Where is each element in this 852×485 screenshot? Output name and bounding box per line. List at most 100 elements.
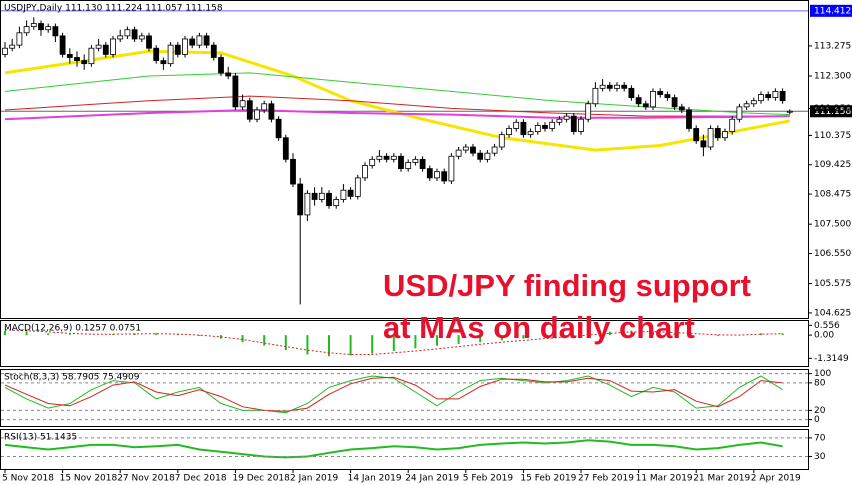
x-tick-label: 19 Dec 2018 xyxy=(232,474,290,484)
candle-body xyxy=(470,146,476,154)
candle-body xyxy=(138,35,145,40)
candle-body xyxy=(74,57,80,61)
y-tick-label: 105.575 xyxy=(814,279,851,289)
candle-body xyxy=(189,38,196,46)
candle-body xyxy=(182,38,188,55)
candle-body xyxy=(498,134,505,148)
x-tick-label: 14 Jan 2019 xyxy=(348,474,402,484)
candle-body xyxy=(549,121,556,129)
candle-body xyxy=(124,29,131,37)
candle-body xyxy=(484,152,491,160)
y-tick-label: 70 xyxy=(814,433,826,443)
candle-body xyxy=(729,118,736,132)
candle-body xyxy=(196,35,203,46)
candle-body xyxy=(570,115,577,132)
x-tick-label: 27 Nov 2018 xyxy=(117,474,175,484)
candle-body xyxy=(419,158,426,170)
annotation: at MAs on daily chart xyxy=(383,310,695,345)
candle-body xyxy=(167,44,174,65)
candle-body xyxy=(405,162,412,170)
candle-body xyxy=(621,84,628,89)
candle-body xyxy=(369,158,376,166)
candle-body xyxy=(347,189,354,197)
candle-body xyxy=(2,47,8,55)
candle-body xyxy=(527,131,534,136)
candle-body xyxy=(110,38,116,55)
y-tick-label: 106.550 xyxy=(814,249,851,259)
candle-body xyxy=(117,35,124,40)
candle-body xyxy=(232,75,239,108)
y-tick-label: 100 xyxy=(814,369,831,379)
candle-body xyxy=(153,47,160,61)
candle-body xyxy=(743,103,750,108)
x-tick-label: 5 Nov 2018 xyxy=(2,474,54,484)
candle-body xyxy=(333,199,340,207)
candle-body xyxy=(174,44,181,55)
candle-body xyxy=(671,97,678,108)
candle-body xyxy=(455,149,462,157)
candle-body xyxy=(462,146,469,151)
candle-body xyxy=(765,94,772,99)
candle-body xyxy=(426,168,433,179)
candle-body xyxy=(81,60,88,65)
indicator-line xyxy=(4,439,783,459)
candle-body xyxy=(390,155,397,160)
candle-body xyxy=(506,128,512,136)
candle-body xyxy=(441,171,448,182)
candle-body xyxy=(686,109,692,129)
candle-body xyxy=(578,118,584,132)
candle-body xyxy=(218,57,224,74)
candle-body xyxy=(239,100,246,108)
y-tick-label: 0.556 xyxy=(814,321,840,331)
y-tick-label: 80 xyxy=(814,378,826,388)
candle-body xyxy=(448,155,455,182)
candle-body xyxy=(412,158,419,163)
candle-body xyxy=(614,84,620,89)
candle-body xyxy=(592,87,599,105)
candle-body xyxy=(678,106,685,111)
candle-body xyxy=(491,146,498,154)
stoch-pane xyxy=(0,369,809,427)
x-tick-label: 7 Dec 2018 xyxy=(175,474,227,484)
candle-body xyxy=(95,44,102,49)
candle-body xyxy=(282,137,289,160)
candle-body xyxy=(585,103,592,120)
price-marker xyxy=(810,4,852,17)
y-tick-label: 109.425 xyxy=(814,160,851,170)
y-tick-label: 108.475 xyxy=(814,190,851,200)
candle-body xyxy=(513,121,520,129)
candle-body xyxy=(398,155,404,170)
y-tick-label: 0 xyxy=(814,415,820,425)
candle-body xyxy=(38,23,44,31)
y-tick-label: 113.275 xyxy=(814,41,851,51)
candle-body xyxy=(102,44,109,55)
y-tick-label: 107.500 xyxy=(814,220,851,230)
candle-body xyxy=(88,47,95,65)
candle-body xyxy=(225,72,232,77)
x-tick-label: 15 Feb 2019 xyxy=(520,474,576,484)
candle-body xyxy=(563,115,570,120)
y-tick-label: 112.300 xyxy=(814,72,851,82)
candle-body xyxy=(30,23,37,28)
candle-body xyxy=(16,32,23,46)
candle-body xyxy=(635,97,642,105)
x-tick-label: 11 Mar 2019 xyxy=(636,474,693,484)
candle-body xyxy=(59,35,66,55)
candle-body xyxy=(657,91,664,95)
candle-body xyxy=(542,124,548,129)
candle-body xyxy=(750,100,757,105)
candle-body xyxy=(362,165,368,179)
indicator-line xyxy=(4,329,783,355)
x-tick-label: 27 Feb 2019 xyxy=(578,474,634,484)
y-tick-label: 30 xyxy=(814,452,826,462)
x-tick-label: 5 Feb 2019 xyxy=(463,474,514,484)
y-tick-label: 0.00 xyxy=(814,331,834,341)
candle-body xyxy=(477,152,484,160)
candle-body xyxy=(160,60,167,65)
pane-frames xyxy=(0,0,809,470)
candle-body xyxy=(304,192,311,216)
rsi-pane xyxy=(0,429,809,470)
candle-body xyxy=(246,100,253,120)
candle-body xyxy=(297,183,304,216)
